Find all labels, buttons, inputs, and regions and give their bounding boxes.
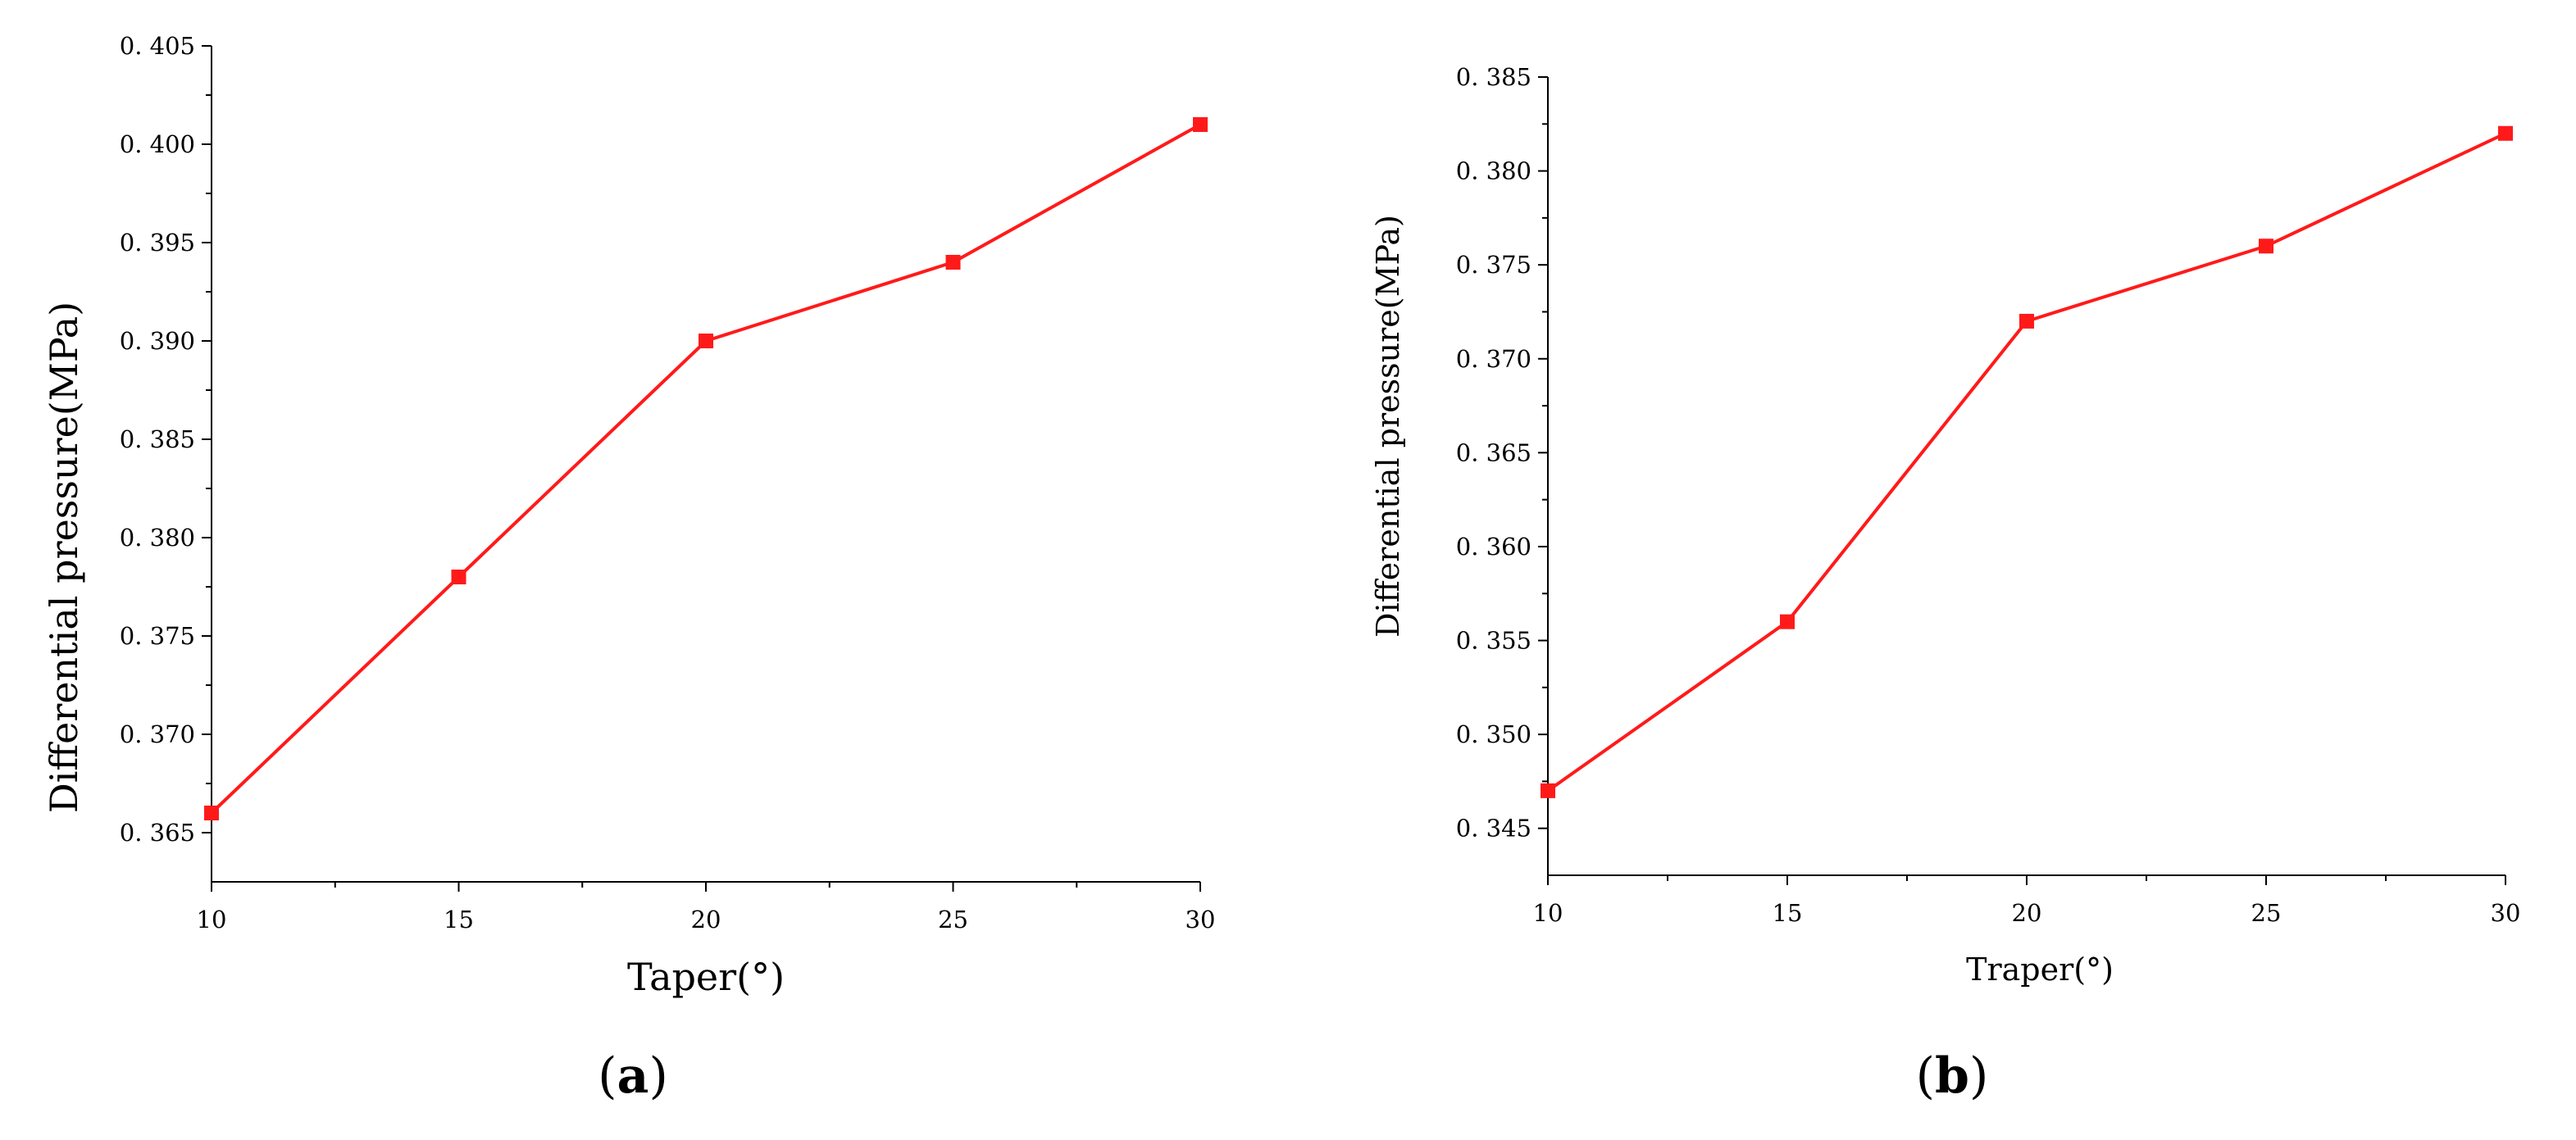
data-point-marker xyxy=(2498,125,2513,141)
x-tick-label: 10 xyxy=(1533,899,1563,927)
series-line-group xyxy=(1541,125,2513,798)
data-point-marker xyxy=(699,334,713,348)
y-tick-label: 0. 365 xyxy=(1456,438,1531,466)
x-axis-label: Taper(°) xyxy=(627,955,785,999)
y-axis-label: Differential pressure(MPa) xyxy=(1370,215,1406,638)
panel-label-a: (a) xyxy=(598,1047,668,1105)
x-tick-label: 10 xyxy=(197,906,227,933)
data-point-marker xyxy=(204,806,219,820)
y-tick-label: 0. 385 xyxy=(1456,63,1531,91)
y-tick-label: 0. 380 xyxy=(120,524,195,552)
x-tick-label: 15 xyxy=(444,906,474,933)
panel-label-b: (b) xyxy=(1916,1047,1989,1105)
panel-letter: a xyxy=(617,1047,649,1105)
y-tick-label: 0. 375 xyxy=(1456,251,1531,279)
y-tick-label: 0. 350 xyxy=(1456,720,1531,748)
y-tick-label: 0. 400 xyxy=(120,130,195,158)
series-line xyxy=(210,123,1201,815)
x-axis-ticks: 10 15 20 25 30 xyxy=(1533,875,2521,927)
data-point-marker xyxy=(2259,238,2273,254)
x-tick-label: 30 xyxy=(2491,899,2521,927)
x-tick-label: 15 xyxy=(1773,899,1803,927)
y-tick-label: 0. 370 xyxy=(1456,345,1531,373)
panel-letter: b xyxy=(1935,1047,1969,1105)
y-tick-label: 0. 360 xyxy=(1456,533,1531,561)
y-tick-label: 0. 385 xyxy=(120,425,195,453)
y-tick-label: 0. 395 xyxy=(120,229,195,257)
y-tick-label: 0. 390 xyxy=(120,327,195,355)
data-point-marker xyxy=(1541,783,1555,798)
x-tick-label: 25 xyxy=(2251,899,2282,927)
x-tick-label: 20 xyxy=(691,906,721,933)
data-point-marker xyxy=(1780,614,1795,629)
y-axis-ticks: 0. 345 0. 350 0. 355 0. 360 0. 365 0. 370 0. 3… xyxy=(1456,63,1548,843)
y-tick-label: 0. 375 xyxy=(120,622,195,650)
series-line xyxy=(1546,131,2506,793)
series-line-group xyxy=(204,117,1208,820)
chart-panel-a: 0. 365 0. 370 0. 375 0. 380 0. 385 0. 390 0. 3… xyxy=(42,32,1215,1105)
x-tick-label: 25 xyxy=(938,906,968,933)
x-tick-label: 20 xyxy=(2012,899,2042,927)
y-tick-label: 0. 355 xyxy=(1456,627,1531,655)
y-tick-label: 0. 345 xyxy=(1456,815,1531,843)
data-point-marker xyxy=(451,570,467,584)
x-tick-label: 30 xyxy=(1186,906,1216,933)
y-tick-label: 0. 370 xyxy=(120,720,195,748)
x-axis-label: Traper(°) xyxy=(1966,952,2114,988)
data-point-marker xyxy=(945,255,961,270)
data-point-marker xyxy=(2019,313,2034,329)
y-tick-label: 0. 405 xyxy=(120,32,195,60)
y-axis-label: Differential pressure(MPa) xyxy=(42,302,86,813)
y-axis-ticks: 0. 365 0. 370 0. 375 0. 380 0. 385 0. 390 0. 3… xyxy=(120,32,212,847)
x-axis-ticks: 10 15 20 25 30 xyxy=(197,882,1216,933)
y-tick-label: 0. 380 xyxy=(1456,157,1531,185)
chart-panel-b: 0. 345 0. 350 0. 355 0. 360 0. 365 0. 370 0. 3… xyxy=(1370,63,2520,1105)
data-point-marker xyxy=(1193,117,1208,132)
y-tick-label: 0. 365 xyxy=(120,819,195,847)
